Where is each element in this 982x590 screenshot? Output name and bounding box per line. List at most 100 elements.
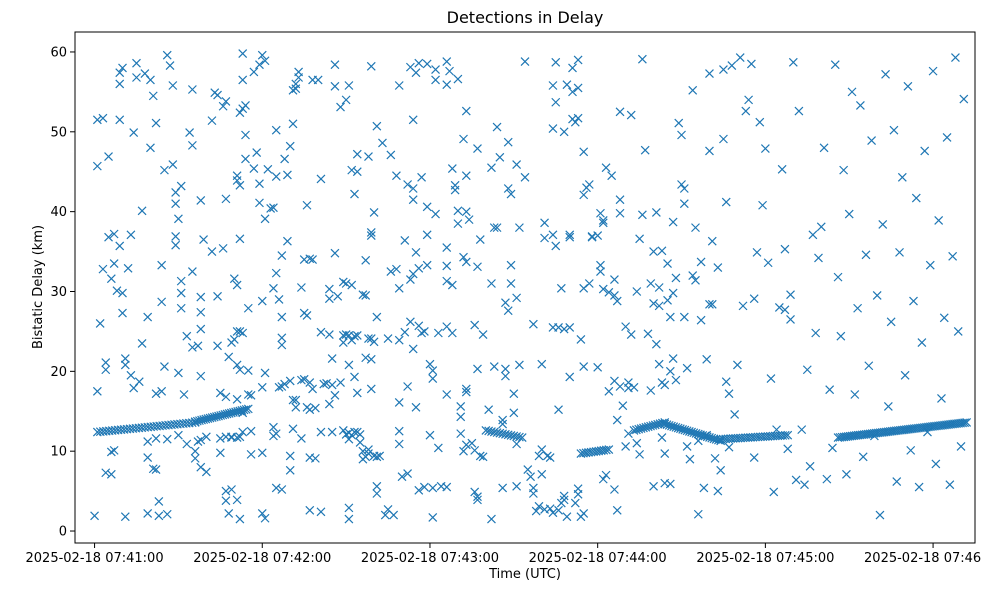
data-point — [255, 60, 264, 70]
data-point — [506, 430, 516, 440]
data-point — [931, 459, 941, 469]
data-point — [604, 386, 614, 396]
data-point — [442, 261, 452, 271]
data-point — [579, 362, 589, 371]
data-point — [579, 147, 589, 157]
data-point — [98, 264, 108, 274]
data-point — [442, 276, 452, 286]
data-point — [274, 295, 284, 304]
data-point — [277, 333, 287, 343]
data-point — [657, 418, 667, 428]
data-point — [101, 468, 111, 478]
data-point — [830, 60, 840, 70]
data-point — [193, 437, 203, 447]
data-point — [565, 230, 575, 240]
data-point — [562, 512, 572, 522]
data-point — [646, 386, 656, 395]
data-point — [364, 449, 373, 458]
data-point — [280, 154, 290, 164]
data-point — [682, 441, 692, 451]
data-point — [246, 426, 256, 436]
data-point — [509, 408, 519, 418]
data-point — [584, 279, 594, 288]
data-point — [151, 465, 161, 474]
data-point — [679, 184, 689, 193]
data-point — [481, 425, 491, 435]
data-point — [559, 127, 569, 137]
data-point — [148, 464, 158, 474]
data-point — [816, 222, 826, 232]
data-point — [450, 185, 460, 195]
y-tick-label: 40 — [50, 205, 67, 220]
data-point — [696, 315, 706, 325]
data-point — [428, 366, 438, 375]
data-point — [392, 171, 401, 181]
data-point — [422, 202, 432, 212]
data-point — [780, 430, 790, 440]
data-point — [115, 68, 125, 78]
data-point — [336, 378, 345, 387]
data-point — [232, 495, 242, 505]
data-point — [855, 101, 865, 110]
data-point — [707, 236, 717, 246]
data-point — [934, 216, 944, 225]
data-point — [540, 233, 549, 243]
data-point — [403, 469, 413, 478]
data-point — [774, 303, 784, 312]
data-point — [735, 53, 745, 62]
data-point — [400, 235, 410, 245]
data-point — [218, 101, 228, 111]
data-point — [375, 451, 385, 461]
data-point — [327, 354, 337, 363]
data-point — [199, 235, 208, 245]
data-point — [503, 184, 513, 193]
data-point — [601, 163, 611, 173]
data-point — [442, 243, 452, 253]
data-point — [221, 496, 231, 506]
data-point — [671, 273, 681, 283]
data-point — [864, 361, 874, 371]
data-point — [162, 434, 172, 444]
y-tick-label: 60 — [50, 45, 67, 60]
data-point — [168, 81, 178, 90]
data-point — [464, 215, 474, 225]
data-point — [593, 362, 603, 372]
data-point — [157, 260, 167, 270]
data-point — [392, 264, 401, 274]
data-point — [118, 288, 127, 298]
data-point — [115, 115, 125, 125]
data-point — [542, 451, 552, 461]
data-point — [232, 326, 242, 336]
data-point — [598, 216, 608, 225]
data-point — [445, 66, 454, 76]
data-point — [509, 389, 519, 399]
data-point — [514, 360, 524, 370]
data-point — [786, 315, 795, 324]
data-point — [601, 470, 611, 480]
data-point — [503, 306, 513, 316]
data-point — [512, 432, 522, 441]
data-point — [780, 244, 790, 254]
data-point — [707, 299, 717, 309]
data-point — [243, 366, 253, 375]
data-point — [914, 482, 924, 492]
data-point — [956, 441, 966, 451]
data-point — [545, 453, 555, 462]
data-point — [551, 241, 561, 251]
data-point — [467, 438, 477, 448]
data-point — [461, 387, 471, 397]
data-point — [565, 322, 575, 332]
data-point — [221, 392, 231, 402]
data-point — [514, 432, 524, 442]
data-point — [308, 255, 318, 264]
data-point — [134, 377, 144, 387]
data-point — [551, 97, 561, 107]
data-point — [187, 418, 197, 428]
data-point — [623, 429, 633, 439]
data-point — [112, 286, 122, 296]
x-axis-label: Time (UTC) — [488, 567, 561, 582]
data-point — [296, 433, 306, 443]
data-point — [187, 342, 197, 352]
data-point — [928, 66, 938, 76]
data-point — [498, 415, 508, 425]
